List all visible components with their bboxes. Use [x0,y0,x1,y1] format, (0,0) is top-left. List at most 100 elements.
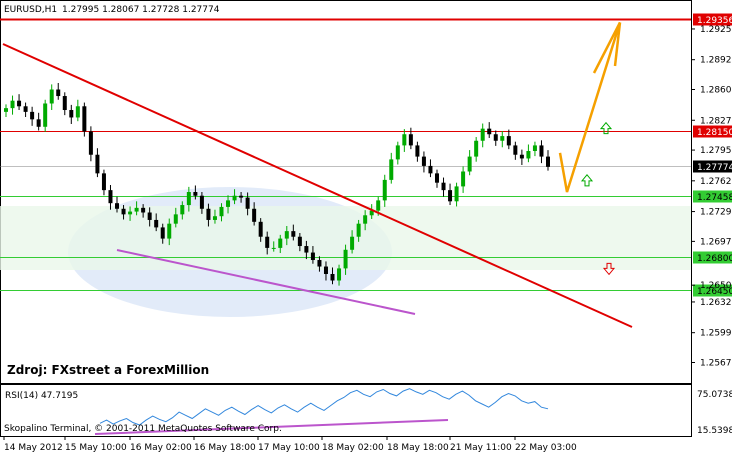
candle-body [467,156,472,172]
candle-body [265,236,270,248]
candle-body [82,106,87,132]
time-tick-label: 18 May 18:00 [387,443,449,453]
candle-body [258,221,263,237]
candle-body [363,215,368,224]
candle-body [428,165,433,174]
candle-body [350,236,355,250]
candle-body [291,231,296,237]
price-tick-label: 1.27290 [700,208,732,218]
rsi-series-line [99,388,549,426]
price-tick-label: 1.25670 [700,359,732,369]
candle-body [317,260,322,267]
candle-body [526,151,531,159]
candles-layer [4,82,550,286]
candle-body [546,156,550,167]
candle-body [500,136,505,141]
level-tag-support [693,251,732,264]
candle-body [434,173,439,183]
candle-body [369,210,374,216]
candle-body [539,145,544,157]
time-tick-label: 18 May 02:00 [322,443,384,453]
candle-body [271,247,276,249]
candle-body [376,200,381,211]
price-tick-label: 1.27620 [700,177,732,187]
candle-body [128,211,133,215]
candle-body [245,197,250,209]
candle-body [232,195,237,201]
candle-body [343,249,348,269]
candle-body [69,110,74,118]
candle-body [284,231,289,239]
level-tag-support [693,284,732,297]
rsi-plot-frame [0,384,692,437]
price-tick-label: 1.28920 [700,56,732,66]
candle-body [474,140,479,157]
candle-body [199,195,204,209]
candle-body [17,100,22,107]
source-note: Zdroj: FXstreet a ForexMillion [7,363,209,377]
level-tag-label: 1.27774 [697,163,732,173]
candle-body [252,208,257,222]
level-tag-label: 1.29356 [697,16,732,26]
channel-support-line [116,249,416,315]
rsi-axis-low: 15.5398 [697,426,732,436]
candle-body [441,182,446,191]
candle-body [415,145,420,157]
candle-body [513,145,518,155]
rsi-label: RSI(14) 47.7195 [5,391,78,401]
candle-body [62,96,67,111]
candle-body [186,192,191,206]
candle-body [154,219,159,228]
candle-body [239,195,244,198]
level-tag-label: 1.26450 [697,287,732,297]
candle-body [160,227,165,239]
candle-body [193,192,198,196]
time-tick-label: 22 May 03:00 [515,443,577,453]
candle-body [382,179,387,201]
candle-body [519,154,524,159]
time-tick-label: 17 May 10:00 [258,443,320,453]
level-tag-label: 1.27458 [697,193,732,203]
chart-header-ohlc: 1.27995 1.28067 1.27728 1.27774 [62,5,220,15]
time-tick-label: 16 May 02:00 [130,443,192,453]
candle-body [212,216,217,220]
time-tick-label: 21 May 11:00 [450,443,512,453]
candle-body [402,134,407,146]
main-plot-frame [0,0,692,384]
level-tag-current [693,160,732,173]
forecast-arrowhead-right [613,22,622,67]
candle-body [330,273,335,281]
candle-body [356,223,361,237]
candle-body [304,246,309,253]
copyright-note: Skopalino Terminal, © 2001-2011 MetaQuot… [4,424,282,434]
candle-body [219,206,224,217]
candle-body [23,106,28,112]
candle-body [487,128,492,135]
rsi-axis-high: 75.0738 [697,390,732,400]
down-arrow-icon [602,262,616,276]
price-tick-label: 1.27950 [700,146,732,156]
candle-body [310,252,315,261]
candle-body [43,103,48,127]
price-axis: 1.29356 1.28150 1.27774 1.27458 1.26800 1.264… [691,13,732,369]
price-tick-label: 1.29250 [700,25,732,35]
up-arrow-icon [599,121,613,135]
candle-body [297,236,302,247]
candle-body [30,111,35,120]
candle-body [278,238,283,248]
time-tick-label: 15 May 10:00 [65,443,127,453]
candle-body [408,134,413,146]
candle-body [180,205,185,215]
candle-body [134,207,139,212]
price-tick-label: 1.26970 [700,237,732,247]
candle-body [75,106,80,118]
forecast-arrowhead-left [592,21,622,74]
candle-body [226,200,231,207]
candle-body [323,266,328,274]
candle-body [532,145,537,152]
candle-body [395,145,400,160]
candle-body [337,268,342,281]
up-arrow-icon [580,174,594,187]
candle-body [173,214,178,224]
candle-body [480,128,485,141]
